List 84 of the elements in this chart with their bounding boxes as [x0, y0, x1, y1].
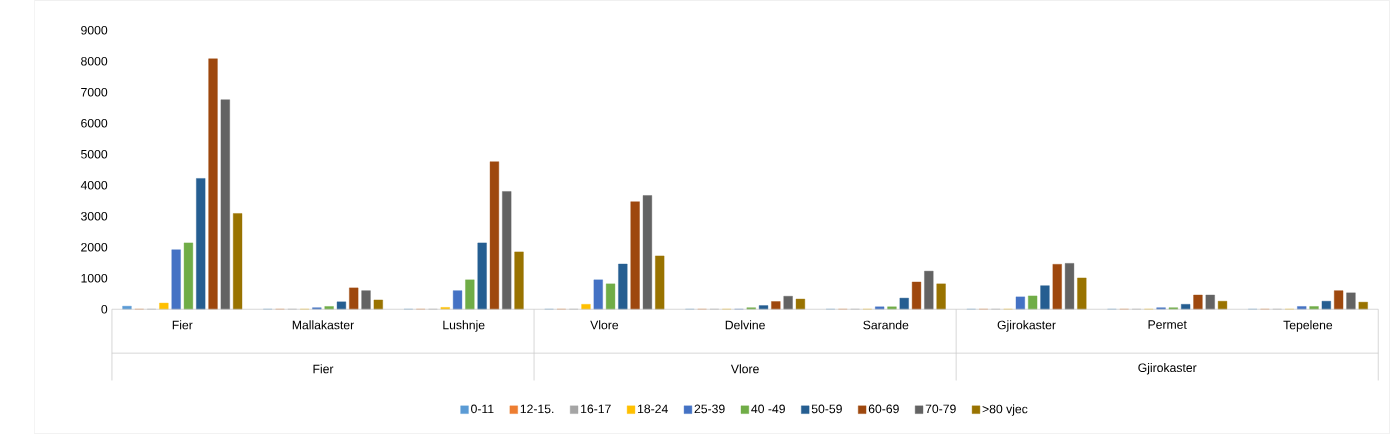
- bar: [373, 299, 383, 310]
- legend-label: 16-17: [581, 404, 611, 414]
- x-tick-label: Permet: [1148, 320, 1187, 329]
- bar: [233, 213, 243, 310]
- bar: [771, 301, 781, 310]
- bar: [1358, 301, 1368, 310]
- bar: [1028, 295, 1038, 310]
- legend-label: 60-69: [868, 404, 899, 414]
- bar: [911, 281, 922, 310]
- bar: [1334, 290, 1344, 310]
- y-tick-label: 5000: [81, 149, 108, 159]
- legend-label: 18-24: [638, 404, 668, 414]
- x-tick-label: Lushnje: [443, 320, 485, 332]
- bar: [208, 58, 218, 310]
- bar: [489, 161, 500, 310]
- bar: [1064, 263, 1075, 310]
- bar: [1052, 264, 1062, 310]
- bar: [581, 304, 591, 310]
- bar: [477, 242, 487, 310]
- bar: [887, 306, 897, 310]
- y-tick-label: 7000: [81, 87, 108, 97]
- y-tick-label: 6000: [81, 118, 108, 128]
- bar: [465, 279, 475, 310]
- y-tick-label: 3000: [81, 211, 108, 221]
- bar: [630, 201, 640, 310]
- y-tick-label: 8000: [81, 56, 108, 66]
- bar: [655, 255, 665, 310]
- bar: [122, 305, 132, 310]
- legend-label: 40 -49: [751, 404, 785, 414]
- x-tick-label: Tepelene: [1283, 320, 1333, 332]
- bar: [605, 283, 616, 310]
- bar: [361, 290, 371, 310]
- bar: [1040, 285, 1050, 310]
- bar: [593, 279, 603, 310]
- x-tick-label: Gjirokaster: [997, 320, 1056, 332]
- bar: [1205, 294, 1215, 310]
- legend-label: >80 vjec: [982, 404, 1028, 416]
- bar: [171, 249, 181, 310]
- bar: [618, 263, 628, 310]
- bar: [220, 99, 230, 310]
- bar: [324, 306, 334, 310]
- bar: [899, 297, 909, 310]
- bar: [452, 290, 463, 310]
- text: Gjirokaster: [1138, 363, 1197, 375]
- legend-label: 0-11: [471, 404, 494, 414]
- bar: [349, 287, 359, 310]
- y-tick-label: 9000: [81, 25, 108, 35]
- bar: [1077, 277, 1087, 310]
- y-tick-label: 2000: [81, 242, 108, 252]
- text: Fier: [313, 364, 334, 374]
- bar: [1181, 304, 1191, 310]
- bar: [795, 298, 806, 310]
- x-tick-label: Fier: [172, 320, 193, 330]
- bar: [875, 306, 885, 310]
- bar: [1297, 306, 1307, 310]
- legend-label: 25-39: [694, 404, 725, 414]
- bar: [196, 178, 206, 310]
- bar: [642, 195, 653, 310]
- bar: [336, 301, 347, 310]
- bar: [1321, 300, 1331, 310]
- bar: [1346, 292, 1356, 310]
- legend-label: 12-15.: [520, 404, 554, 414]
- y-tick-label: 0: [101, 304, 108, 314]
- bar: [924, 270, 934, 310]
- bar: [1309, 306, 1319, 310]
- bar: [159, 302, 169, 310]
- bar: [1193, 294, 1203, 310]
- text: Vlore: [730, 364, 759, 374]
- x-tick-label: Sarande: [863, 320, 909, 330]
- y-tick-label: 1000: [81, 273, 108, 283]
- bar: [183, 242, 194, 310]
- x-tick-label: Mallakaster: [292, 320, 354, 330]
- x-tick-label: Vlore: [590, 320, 619, 330]
- bar: [783, 295, 793, 310]
- legend-label: 50-59: [811, 404, 842, 414]
- x-tick-label: Delvine: [725, 320, 765, 330]
- bar: [1217, 300, 1228, 310]
- bar: [502, 191, 512, 310]
- bar: [758, 305, 769, 310]
- bar: [1015, 296, 1025, 310]
- bar: [936, 283, 946, 310]
- y-tick-label: 4000: [80, 180, 108, 190]
- bar: [514, 251, 524, 310]
- legend-label: 70-79: [925, 404, 956, 414]
